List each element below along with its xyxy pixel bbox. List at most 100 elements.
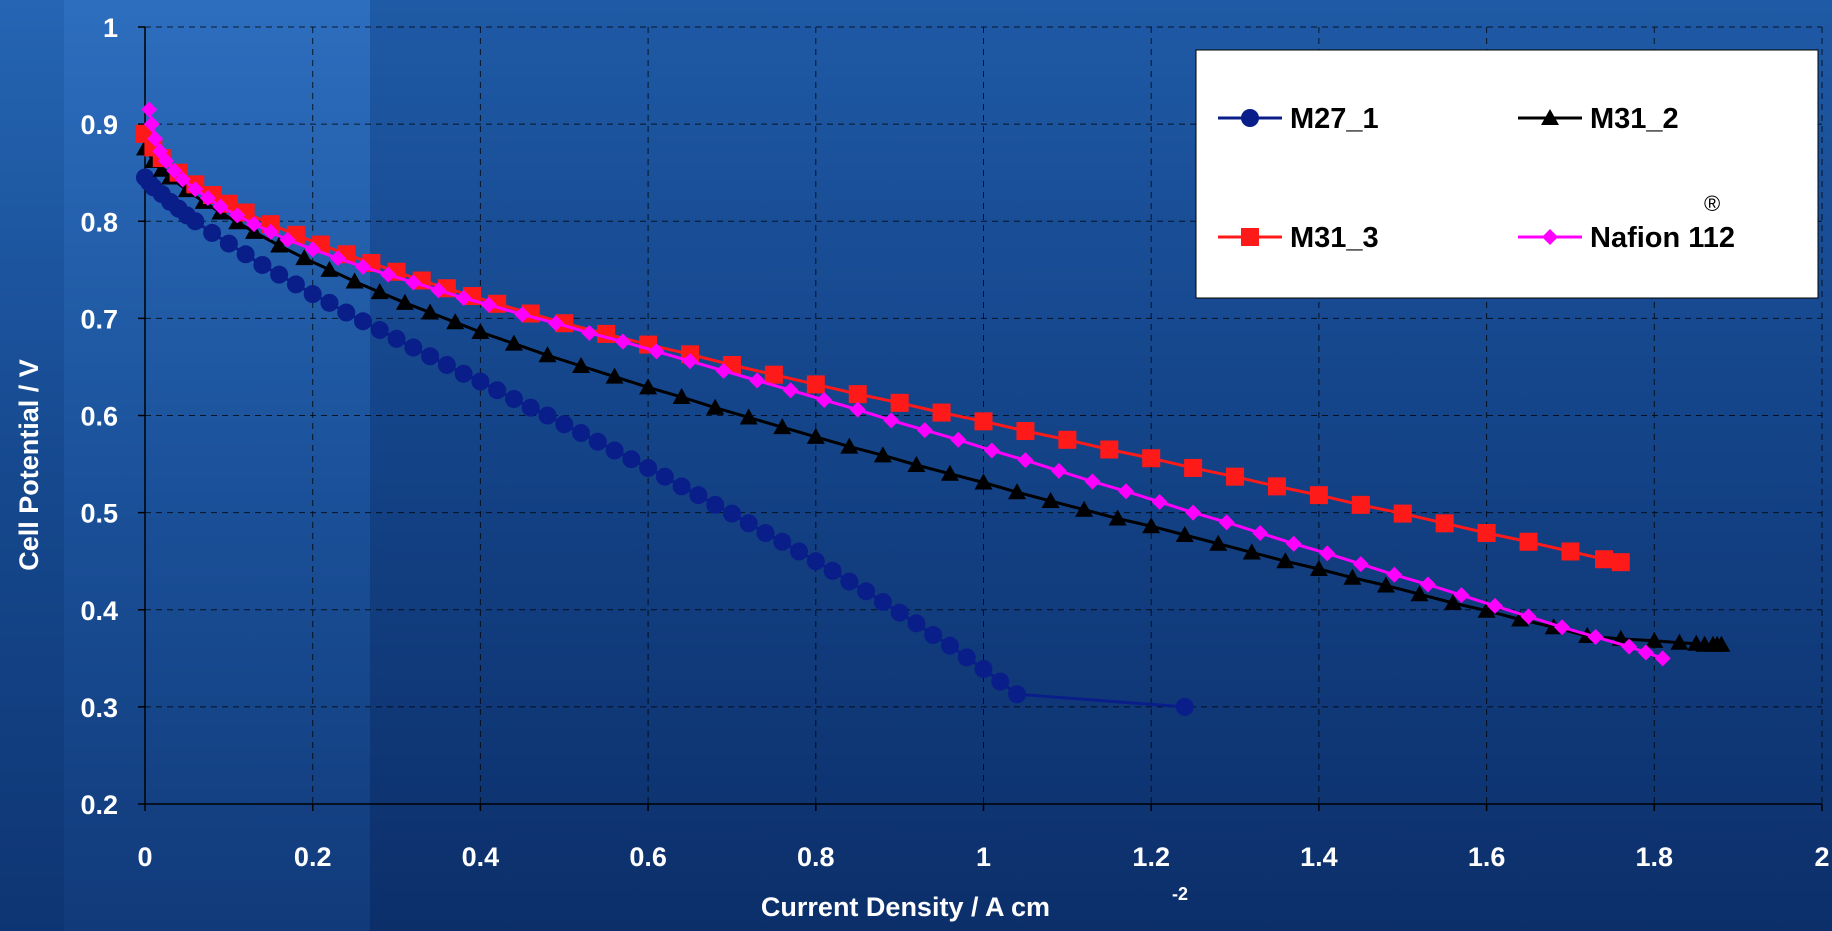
background-band-light [64,0,370,931]
data-point [262,223,279,240]
data-point [1520,608,1537,625]
data-point [199,189,216,206]
background-band-left [0,0,64,931]
data-point [152,160,171,177]
data-point [1645,631,1664,648]
data-point [1352,556,1369,573]
x-tick-label: 1 [976,842,991,872]
data-point [1453,587,1470,604]
legend-marker [1542,229,1558,245]
data-point [1175,697,1194,716]
data-point [916,422,933,439]
data-point [488,381,507,400]
data-point [514,306,531,323]
data-point [588,432,607,451]
data-point [521,398,540,417]
x-tick-label: 0.2 [294,842,332,872]
data-point [706,495,725,514]
data-point [816,391,833,408]
x-axis-label-superscript: -2 [1172,884,1188,904]
x-tick-label: 2 [1814,842,1829,872]
legend: M27_1 M31_2 M31_3 Nafion 112 ® [1195,49,1819,299]
data-point [749,372,766,389]
series-nafion-112 [141,101,1671,667]
data-point [974,473,993,490]
data-point [1142,517,1161,534]
data-point [421,303,440,320]
legend-label-superscript: ® [1704,191,1720,216]
data-point [1184,458,1203,477]
data-point [605,367,624,384]
data-point [1511,610,1530,627]
data-point [380,266,397,283]
data-point [849,401,866,418]
x-tick-label: 0.4 [462,842,500,872]
data-point [421,347,440,366]
data-point [354,312,373,331]
legend-label: M31_2 [1590,103,1679,135]
series-line [147,109,1664,660]
data-point [1285,535,1302,552]
data-point [806,552,825,571]
y-tick-label: 1 [103,13,118,43]
data-point [605,441,624,460]
data-point [1419,576,1436,593]
legend-marker [1541,109,1559,125]
data-point [395,293,414,310]
data-point [1712,635,1731,652]
legend-box [1195,49,1819,299]
data-point [329,250,346,267]
data-point [538,346,557,363]
data-point [1151,493,1168,510]
data-point [1343,568,1362,585]
data-point [345,272,364,289]
data-point [437,355,456,374]
data-point [455,289,472,306]
x-tick-label: 0.8 [797,842,835,872]
data-point [1309,486,1328,505]
legend-entry: M31_3 [1218,222,1379,254]
x-tick-label: 1.6 [1468,842,1506,872]
data-point [924,626,943,645]
x-tick-label: 1.8 [1636,842,1674,872]
data-point [430,282,447,299]
data-point [715,362,732,379]
data-point [1561,542,1580,561]
data-point [1351,495,1370,514]
data-point [229,207,246,224]
legend-marker [1241,109,1259,127]
data-point [1075,500,1094,517]
data-point [304,241,321,258]
data-point [682,353,699,370]
data-point [1621,638,1638,655]
data-point [1611,553,1630,572]
data-point [270,236,289,253]
data-point [1477,524,1496,543]
x-axis-label: Current Density / A cm [761,892,1050,922]
data-point [957,648,976,667]
data-point [672,477,691,496]
data-point [907,456,926,473]
data-point [991,672,1010,691]
y-tick-label: 0.5 [80,499,118,529]
data-point [706,398,725,415]
y-tick-label: 0.8 [80,207,118,237]
data-point [355,258,372,275]
data-point [655,467,674,486]
y-tick-label: 0.7 [80,304,118,334]
data-point [572,423,591,442]
data-point [320,293,339,312]
y-tick-label: 0.2 [80,790,118,820]
data-point [873,446,892,463]
data-point [806,375,825,394]
data-point [1008,685,1027,704]
data-point [1444,593,1463,610]
data-point [639,378,658,395]
x-tick-label: 1.4 [1300,842,1338,872]
data-point [873,592,892,611]
data-point [974,659,993,678]
data-point [387,329,406,348]
data-point [840,437,859,454]
data-point [1554,619,1571,636]
data-point [622,450,641,469]
